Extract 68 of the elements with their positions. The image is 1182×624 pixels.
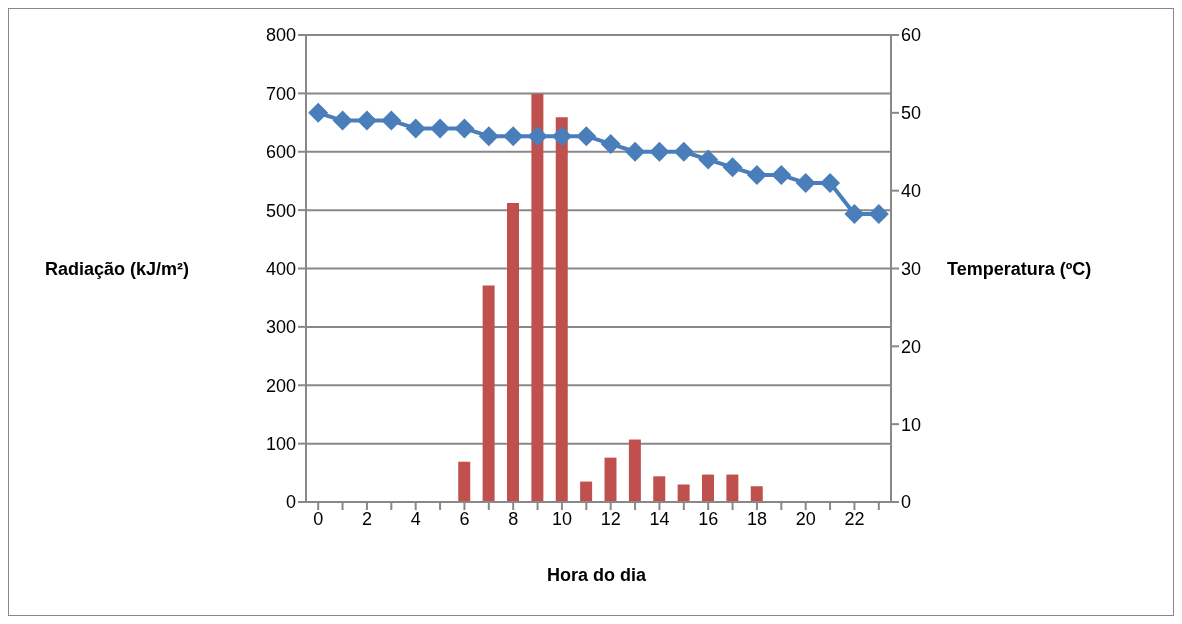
y-tick-label: 400: [265, 258, 296, 279]
x-tick-label: 18: [746, 508, 767, 529]
y-tick-label: 500: [265, 200, 296, 221]
y-tick-label: 600: [265, 142, 296, 163]
bar: [653, 476, 666, 502]
x-tick-label: 14: [649, 508, 670, 529]
point: [478, 126, 499, 147]
x-tick-label: 8: [508, 508, 519, 529]
x-tick-label: 16: [698, 508, 719, 529]
x-tick-label: 6: [459, 508, 470, 529]
point: [771, 165, 792, 186]
point: [576, 126, 597, 147]
point: [381, 110, 402, 131]
y-tick-label: 300: [265, 317, 296, 338]
point: [820, 172, 841, 193]
y2-tick-label: 50: [901, 103, 922, 124]
bar: [580, 481, 593, 502]
y2-tick-label: 40: [901, 181, 922, 202]
y-tick-label: 700: [265, 83, 296, 104]
point: [454, 118, 475, 139]
bar: [750, 486, 763, 502]
y2-tick-label: 0: [901, 492, 912, 513]
y-tick-label: 800: [265, 25, 296, 46]
y2-tick-label: 30: [901, 258, 922, 279]
x-tick-label: 10: [551, 508, 572, 529]
point: [332, 110, 353, 131]
bar: [726, 474, 739, 502]
x-tick-label: 20: [795, 508, 816, 529]
y2-tick-label: 60: [901, 25, 922, 46]
x-tick-label: 4: [410, 508, 421, 529]
point: [673, 141, 694, 162]
point: [868, 204, 889, 225]
bar: [604, 457, 617, 502]
y-tick-label: 200: [265, 375, 296, 396]
x-tick-label: 22: [844, 508, 865, 529]
point: [356, 110, 377, 131]
bar: [531, 93, 544, 502]
bar: [628, 439, 641, 502]
y-tick-label: 100: [265, 434, 296, 455]
bar: [555, 117, 568, 502]
bar: [507, 203, 519, 502]
point: [308, 102, 329, 123]
point: [551, 126, 572, 147]
point: [430, 118, 451, 139]
x-tick-label: 0: [313, 508, 324, 529]
point: [649, 141, 670, 162]
point: [600, 133, 621, 154]
point: [625, 141, 646, 162]
bar: [677, 484, 690, 502]
point: [527, 126, 548, 147]
point: [746, 165, 767, 186]
y2-tick-label: 20: [901, 336, 922, 357]
x-tick-label: 2: [361, 508, 372, 529]
point: [844, 204, 865, 225]
bar: [458, 461, 471, 502]
y-axis-title: Radiação (kJ/m²): [45, 259, 190, 280]
bar: [482, 285, 495, 502]
y2-axis-title: Temperatura (ºC): [947, 259, 1092, 280]
x-axis-title: Hora do dia: [547, 565, 647, 586]
point: [698, 149, 719, 170]
x-tick-label: 12: [600, 508, 621, 529]
point: [795, 172, 816, 193]
point: [405, 118, 426, 139]
y-tick-label: 0: [285, 492, 296, 513]
point: [722, 157, 743, 178]
bar: [702, 474, 714, 502]
y2-tick-label: 10: [901, 414, 922, 435]
point: [503, 126, 524, 147]
